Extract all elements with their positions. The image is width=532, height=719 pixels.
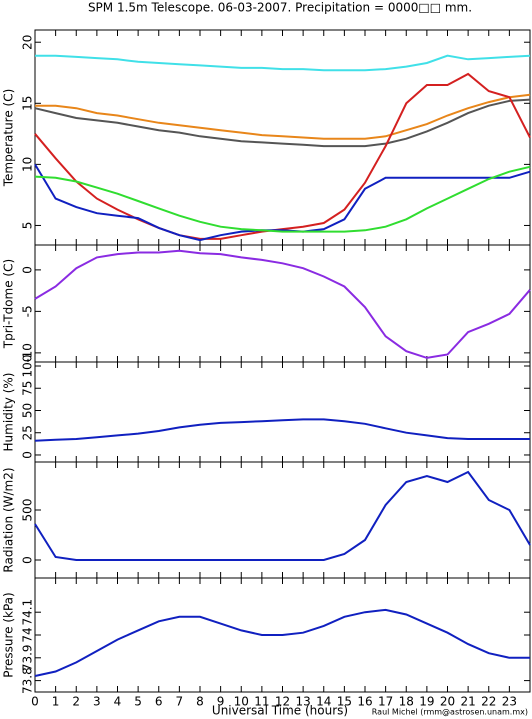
- line-series: [34, 72, 531, 240]
- y-tick-label: 500: [21, 499, 35, 522]
- panel-frame: [34, 29, 531, 246]
- y-tick-label: 73.8: [21, 667, 35, 694]
- x-tick-label: 12: [275, 695, 290, 709]
- x-tick-label: 21: [460, 695, 475, 709]
- line-series: [35, 93, 531, 140]
- line-series: [34, 249, 531, 359]
- x-tick-label: 8: [196, 695, 204, 709]
- y-tick-label: 73.9: [21, 644, 35, 671]
- y-tick-label: 25: [21, 425, 35, 440]
- panel-frame: [34, 361, 531, 463]
- y-tick-label: 0: [21, 556, 35, 564]
- x-tick-label: 0: [31, 695, 39, 709]
- x-axis-label: Universal Time (hours): [212, 704, 348, 718]
- line-series: [34, 98, 531, 148]
- x-tick-label: 11: [254, 695, 269, 709]
- x-tick-label: 5: [134, 695, 142, 709]
- x-tick-label: 7: [176, 695, 184, 709]
- x-tick-label: 22: [481, 695, 496, 709]
- x-tick-label: 18: [399, 695, 414, 709]
- x-tick-label: 13: [295, 695, 310, 709]
- line-series: [34, 470, 531, 561]
- y-tick-label: 74.1: [21, 599, 35, 626]
- y-axis-label: Pressure (kPa): [2, 592, 16, 677]
- y-tick-label: 100: [21, 355, 35, 378]
- x-tick-label: 19: [419, 695, 434, 709]
- x-tick-label: 23: [502, 695, 517, 709]
- line-series: [34, 163, 531, 242]
- credit: Raul Michel (rmm@astrosen.unam.mx): [372, 708, 528, 717]
- line-series: [34, 418, 530, 442]
- x-tick-label: 10: [234, 695, 249, 709]
- y-tick-label: 5: [21, 222, 35, 230]
- y-axis-label: Tpri-Tdome (C): [2, 259, 16, 349]
- x-tick-label: 16: [357, 695, 372, 709]
- x-tick-label: 6: [155, 695, 163, 709]
- chart-title: SPM 1.5m Telescope. 06-03-2007. Precipit…: [88, 1, 472, 15]
- y-tick-label: 74: [21, 627, 35, 642]
- x-tick-label: 2: [72, 695, 80, 709]
- y-tick-label: 75: [21, 381, 35, 396]
- y-tick-label: 15: [21, 96, 35, 111]
- x-tick-label: 15: [337, 695, 352, 709]
- x-tick-label: 4: [114, 695, 122, 709]
- y-tick-label: 50: [21, 403, 35, 418]
- y-tick-label: -5: [21, 305, 35, 317]
- y-axis-label: Humidity (%): [2, 373, 16, 452]
- x-tick-label: 20: [440, 695, 455, 709]
- y-tick-label: -10: [21, 343, 35, 363]
- y-tick-label: 20: [21, 35, 35, 50]
- y-tick-label: 10: [21, 157, 35, 172]
- x-tick-label: 1: [52, 695, 60, 709]
- y-tick-label: 0: [21, 266, 35, 274]
- line-series: [34, 165, 531, 233]
- x-tick-label: 3: [93, 695, 101, 709]
- line-series: [35, 54, 531, 72]
- x-tick-label: 17: [378, 695, 393, 709]
- line-series: [34, 608, 530, 677]
- y-tick-label: 0: [21, 451, 35, 459]
- x-tick-label: 9: [217, 695, 225, 709]
- y-axis-label: Temperature (C): [2, 89, 16, 188]
- x-tick-label: 14: [316, 695, 331, 709]
- y-axis-label: Radiation (W/m2): [2, 467, 16, 572]
